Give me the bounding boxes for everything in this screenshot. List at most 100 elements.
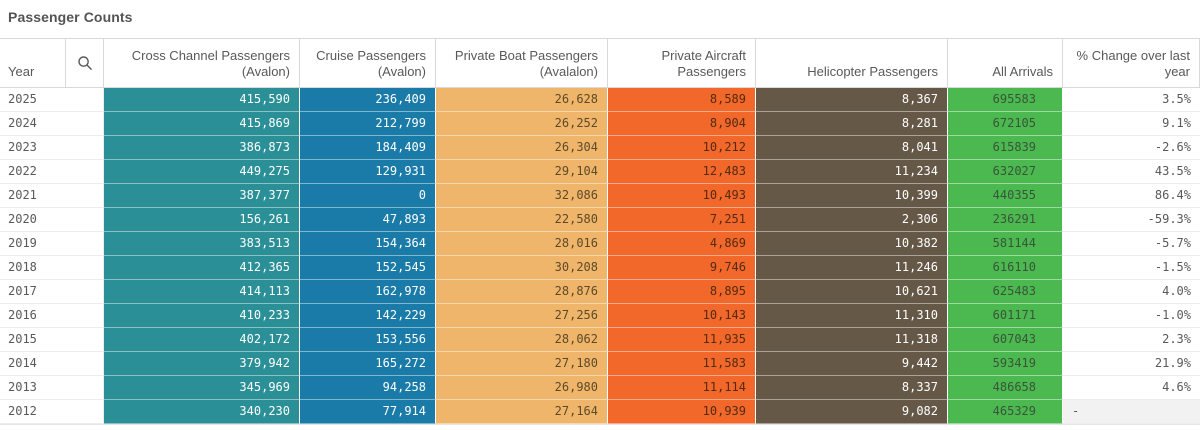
table-bottom-border	[0, 424, 1200, 425]
value-cell-private_aircraft: 8,895	[608, 280, 756, 304]
value-cell-all_arrivals: 615839	[948, 136, 1063, 160]
column-header-year[interactable]: Year	[0, 39, 66, 87]
value-cell-private_aircraft: 8,904	[608, 112, 756, 136]
value-cell-cruise: 94,258	[300, 376, 436, 400]
table-row: 2021 387,377 0 32,086 10,493 10,399 440355 86.4…	[0, 184, 1200, 208]
table-row: 2022 449,275 129,931 29,104 12,483 11,234 6320…	[0, 160, 1200, 184]
year-cell[interactable]: 2019	[0, 232, 104, 256]
table-row: 2020 156,261 47,893 22,580 7,251 2,306 236291-…	[0, 208, 1200, 232]
value-cell-private_boat: 27,164	[436, 400, 608, 424]
table-row: 2017 414,113 162,978 28,876 8,895 10,621 62548…	[0, 280, 1200, 304]
value-cell-pct_change: 4.6%	[1063, 376, 1200, 400]
year-cell[interactable]: 2018	[0, 256, 104, 280]
value-cell-private_boat: 26,252	[436, 112, 608, 136]
table-row: 2014 379,942 165,272 27,180 11,583 9,442 59341…	[0, 352, 1200, 376]
table-header-row: Year Cross Channel Passengers (Avalon) Cr…	[0, 38, 1200, 88]
value-cell-pct_change: 2.3%	[1063, 328, 1200, 352]
value-cell-pct_change: -	[1063, 400, 1200, 424]
value-cell-pct_change: -1.5%	[1063, 256, 1200, 280]
table-row: 2019 383,513 154,364 28,016 4,869 10,382 58114…	[0, 232, 1200, 256]
value-cell-cruise: 236,409	[300, 88, 436, 112]
value-cell-all_arrivals: 465329	[948, 400, 1063, 424]
value-cell-helicopter: 10,399	[756, 184, 948, 208]
value-cell-helicopter: 11,318	[756, 328, 948, 352]
value-cell-pct_change: -1.0%	[1063, 304, 1200, 328]
value-cell-all_arrivals: 695583	[948, 88, 1063, 112]
year-cell[interactable]: 2014	[0, 352, 104, 376]
value-cell-pct_change: 43.5%	[1063, 160, 1200, 184]
value-cell-private_aircraft: 11,935	[608, 328, 756, 352]
year-cell[interactable]: 2021	[0, 184, 104, 208]
value-cell-cruise: 77,914	[300, 400, 436, 424]
value-cell-all_arrivals: 601171	[948, 304, 1063, 328]
page-title: Passenger Counts	[8, 9, 133, 25]
value-cell-all_arrivals: 486658	[948, 376, 1063, 400]
year-cell[interactable]: 2023	[0, 136, 104, 160]
value-cell-all_arrivals: 593419	[948, 352, 1063, 376]
table-row: 2023 386,873 184,409 26,304 10,212 8,041 61583…	[0, 136, 1200, 160]
column-header-cross_channel[interactable]: Cross Channel Passengers (Avalon)	[104, 39, 300, 87]
year-cell[interactable]: 2013	[0, 376, 104, 400]
value-cell-pct_change: -59.3%	[1063, 208, 1200, 232]
value-cell-cruise: 142,229	[300, 304, 436, 328]
year-cell[interactable]: 2017	[0, 280, 104, 304]
table-row: 2024 415,869 212,799 26,252 8,904 8,281 672105…	[0, 112, 1200, 136]
year-cell[interactable]: 2025	[0, 88, 104, 112]
value-cell-helicopter: 8,281	[756, 112, 948, 136]
value-cell-private_boat: 26,980	[436, 376, 608, 400]
column-header-pct_change[interactable]: % Change over last year	[1063, 39, 1200, 87]
year-cell[interactable]: 2015	[0, 328, 104, 352]
value-cell-private_aircraft: 10,493	[608, 184, 756, 208]
value-cell-private_boat: 28,062	[436, 328, 608, 352]
value-cell-cruise: 129,931	[300, 160, 436, 184]
table-row: 2016 410,233 142,229 27,256 10,143 11,310 6011…	[0, 304, 1200, 328]
value-cell-private_boat: 22,580	[436, 208, 608, 232]
value-cell-all_arrivals: 625483	[948, 280, 1063, 304]
search-button[interactable]	[66, 39, 104, 87]
value-cell-cross_channel: 415,869	[104, 112, 300, 136]
value-cell-helicopter: 11,310	[756, 304, 948, 328]
year-cell[interactable]: 2022	[0, 160, 104, 184]
table-row: 2018 412,365 152,545 30,208 9,746 11,246 61611…	[0, 256, 1200, 280]
table-row: 2025 415,590 236,409 26,628 8,589 8,367 695583…	[0, 88, 1200, 112]
table-body: 2025 415,590 236,409 26,628 8,589 8,367 695583…	[0, 88, 1200, 424]
value-cell-private_boat: 26,628	[436, 88, 608, 112]
column-header-all_arrivals[interactable]: All Arrivals	[948, 39, 1063, 87]
value-cell-cruise: 184,409	[300, 136, 436, 160]
value-cell-cruise: 152,545	[300, 256, 436, 280]
value-cell-private_boat: 32,086	[436, 184, 608, 208]
year-cell[interactable]: 2016	[0, 304, 104, 328]
value-cell-private_boat: 28,016	[436, 232, 608, 256]
value-cell-helicopter: 8,041	[756, 136, 948, 160]
column-header-cruise[interactable]: Cruise Passengers (Avalon)	[300, 39, 436, 87]
column-header-private_aircraft[interactable]: Private Aircraft Passengers	[608, 39, 756, 87]
value-cell-cruise: 212,799	[300, 112, 436, 136]
year-cell[interactable]: 2012	[0, 400, 104, 424]
search-icon	[77, 55, 93, 71]
value-cell-private_aircraft: 12,483	[608, 160, 756, 184]
year-cell[interactable]: 2024	[0, 112, 104, 136]
value-cell-cruise: 47,893	[300, 208, 436, 232]
value-cell-cruise: 165,272	[300, 352, 436, 376]
value-cell-helicopter: 10,382	[756, 232, 948, 256]
column-header-private_boat[interactable]: Private Boat Passengers (Avalalon)	[436, 39, 608, 87]
column-header-helicopter[interactable]: Helicopter Passengers	[756, 39, 948, 87]
value-cell-cruise: 0	[300, 184, 436, 208]
value-cell-cross_channel: 387,377	[104, 184, 300, 208]
value-cell-cruise: 154,364	[300, 232, 436, 256]
value-cell-helicopter: 10,621	[756, 280, 948, 304]
value-cell-cross_channel: 383,513	[104, 232, 300, 256]
value-cell-cross_channel: 449,275	[104, 160, 300, 184]
year-cell[interactable]: 2020	[0, 208, 104, 232]
value-cell-pct_change: 3.5%	[1063, 88, 1200, 112]
value-cell-all_arrivals: 440355	[948, 184, 1063, 208]
value-cell-cross_channel: 410,233	[104, 304, 300, 328]
table-row: 2012 340,230 77,914 27,164 10,939 9,082 465329…	[0, 400, 1200, 424]
value-cell-private_boat: 28,876	[436, 280, 608, 304]
value-cell-private_aircraft: 7,251	[608, 208, 756, 232]
value-cell-all_arrivals: 632027	[948, 160, 1063, 184]
value-cell-private_boat: 29,104	[436, 160, 608, 184]
value-cell-cross_channel: 345,969	[104, 376, 300, 400]
value-cell-helicopter: 9,442	[756, 352, 948, 376]
value-cell-private_aircraft: 10,212	[608, 136, 756, 160]
